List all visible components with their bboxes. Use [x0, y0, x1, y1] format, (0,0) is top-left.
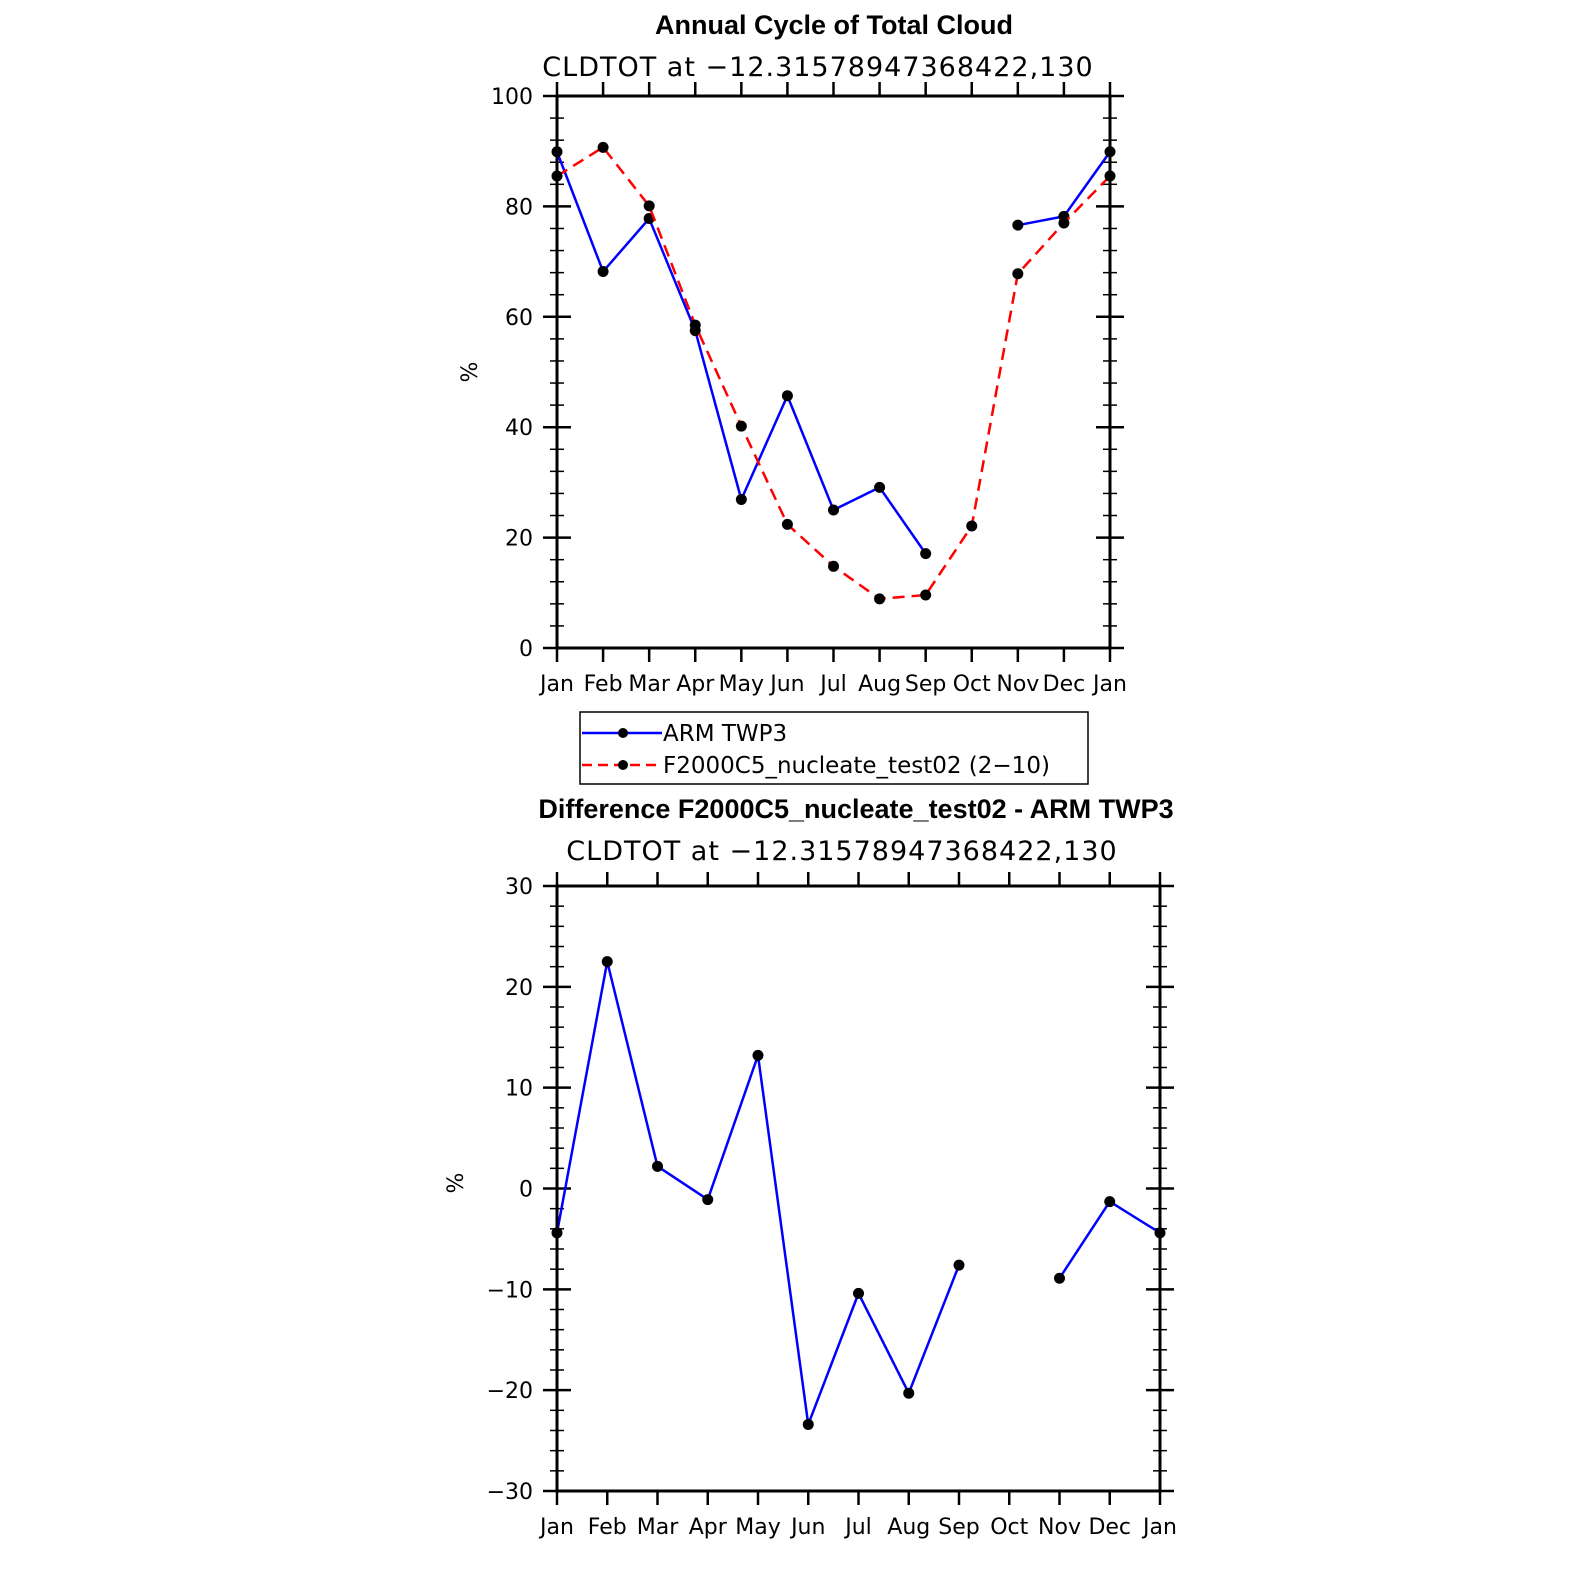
data-point	[643, 200, 655, 212]
x-tick-label: Jan	[1141, 1515, 1177, 1540]
data-point	[689, 319, 701, 331]
data-point	[966, 520, 978, 532]
series-0	[551, 956, 1166, 1430]
series-1	[551, 141, 1116, 605]
x-tick-label: Oct	[990, 1515, 1028, 1540]
x-tick-label: Dec	[1088, 1515, 1131, 1540]
y-tick-label: −20	[487, 1379, 533, 1404]
x-tick-label: Feb	[588, 1515, 627, 1540]
data-point	[601, 956, 613, 968]
y-tick-label: 0	[519, 637, 533, 662]
y-tick-label: 30	[505, 875, 533, 900]
x-tick-label: May	[719, 672, 764, 697]
x-tick-label: Jun	[768, 672, 804, 697]
x-tick-label: May	[735, 1515, 780, 1540]
x-tick-label: Apr	[676, 672, 715, 697]
series-line	[1058, 1199, 1161, 1279]
difference-chart: Difference F2000C5_nucleate_test02 - ARM…	[444, 794, 1177, 1540]
x-tick-label: Jul	[843, 1515, 872, 1540]
data-point	[802, 1418, 814, 1430]
y-tick-label: 80	[505, 195, 533, 220]
plot-frame	[555, 94, 1112, 650]
data-point	[874, 593, 886, 605]
chart-subtitle: CLDTOT at −12.31578947368422,130	[542, 52, 1093, 83]
y-tick-label: −10	[487, 1278, 533, 1303]
x-tick-label: Jun	[789, 1515, 825, 1540]
y-tick-label: 20	[505, 527, 533, 552]
x-tick-label: Dec	[1043, 672, 1086, 697]
data-point	[752, 1049, 764, 1061]
data-point	[1012, 219, 1024, 231]
data-point	[920, 548, 932, 560]
y-tick-label: 40	[505, 416, 533, 441]
x-tick-label: Sep	[905, 672, 946, 697]
x-tick-label: Nov	[996, 672, 1039, 697]
data-point	[1058, 217, 1070, 229]
data-point	[953, 1259, 965, 1271]
data-point	[1104, 1196, 1116, 1208]
data-point	[702, 1194, 714, 1206]
legend-marker-model	[618, 760, 628, 770]
chart-subtitle: CLDTOT at −12.31578947368422,130	[566, 836, 1117, 867]
data-point	[652, 1160, 663, 1172]
x-tick-label: Feb	[584, 672, 623, 697]
data-point	[781, 390, 793, 402]
y-tick-label: 20	[505, 976, 533, 1001]
data-point	[1012, 268, 1024, 280]
x-tick-label: Mar	[637, 1515, 679, 1540]
y-tick-label: 60	[505, 306, 533, 331]
legend-box	[579, 711, 1089, 785]
series-line	[555, 961, 961, 1425]
legend: ARM TWP3 F2000C5_nucleate_test02 (2−10)	[579, 711, 1089, 785]
x-tick-label: Jan	[1091, 672, 1127, 697]
data-point	[853, 1287, 864, 1299]
series-line	[555, 151, 927, 555]
y-tick-label: 100	[491, 85, 533, 110]
data-point	[735, 420, 747, 432]
chart-title: Annual Cycle of Total Cloud	[655, 10, 1013, 40]
series-line	[556, 145, 1111, 601]
data-point	[903, 1387, 915, 1399]
x-tick-label: Jan	[538, 672, 574, 697]
data-point	[597, 266, 609, 278]
x-tick-label: Oct	[953, 672, 991, 697]
x-tick-label: Jan	[538, 1515, 574, 1540]
data-point	[828, 504, 839, 516]
data-point	[1054, 1272, 1065, 1284]
y-tick-label: −30	[487, 1480, 533, 1505]
data-point	[597, 141, 609, 153]
y-tick-label: 10	[505, 1077, 533, 1102]
plot-frame	[555, 884, 1162, 1493]
data-point	[920, 589, 932, 601]
y-axis-label: %	[444, 1173, 469, 1194]
x-tick-label: Sep	[938, 1515, 979, 1540]
data-point	[874, 481, 886, 493]
x-tick-label: Mar	[628, 672, 670, 697]
chart-title: Difference F2000C5_nucleate_test02 - ARM…	[538, 794, 1173, 824]
y-axis-label: %	[458, 362, 483, 383]
legend-label-model: F2000C5_nucleate_test02 (2−10)	[663, 753, 1050, 779]
legend-label-arm: ARM TWP3	[663, 721, 787, 747]
x-tick-label: Jul	[818, 672, 847, 697]
x-tick-label: Nov	[1038, 1515, 1081, 1540]
y-tick-label: 0	[519, 1178, 533, 1203]
series-0	[551, 146, 1116, 560]
legend-entry-model: F2000C5_nucleate_test02 (2−10)	[582, 753, 1050, 779]
data-point	[781, 518, 793, 530]
annual-cycle-chart: Annual Cycle of Total Cloud CLDTOT at −1…	[458, 10, 1127, 697]
legend-entry-arm: ARM TWP3	[582, 721, 787, 747]
data-point	[828, 560, 839, 572]
legend-marker-arm	[618, 728, 628, 738]
x-tick-label: Apr	[689, 1515, 728, 1540]
x-tick-label: Aug	[887, 1515, 930, 1540]
x-tick-label: Aug	[858, 672, 901, 697]
data-point	[735, 494, 747, 506]
